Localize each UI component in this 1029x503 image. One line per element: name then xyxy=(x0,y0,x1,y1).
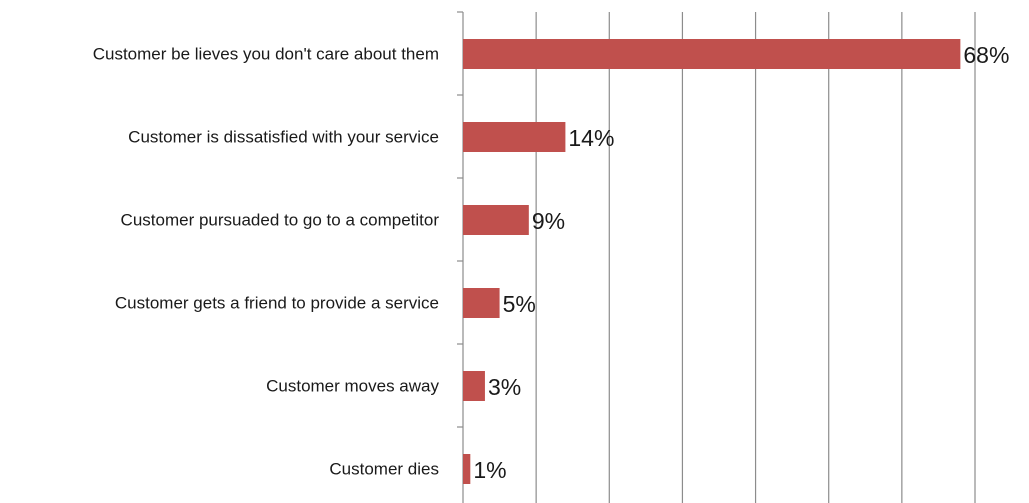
category-label: Customer gets a friend to provide a serv… xyxy=(115,294,439,313)
bar xyxy=(463,122,566,152)
category-label: Customer be lieves you don't care about … xyxy=(93,45,439,64)
bars xyxy=(463,39,961,484)
data-label: 5% xyxy=(503,291,536,317)
bar xyxy=(463,454,471,484)
category-label: Customer moves away xyxy=(266,377,439,396)
data-label: 3% xyxy=(488,374,521,400)
data-label: 14% xyxy=(568,125,614,151)
bar xyxy=(463,288,500,318)
bar xyxy=(463,39,961,69)
data-label: 68% xyxy=(963,42,1009,68)
data-label: 1% xyxy=(473,457,506,483)
category-label: Customer dies xyxy=(329,460,439,479)
category-labels: Customer be lieves you don't care about … xyxy=(93,45,440,479)
category-axis xyxy=(457,11,464,503)
data-label: 9% xyxy=(532,208,565,234)
category-label: Customer pursuaded to go to a competitor xyxy=(121,211,440,230)
bar xyxy=(463,205,529,235)
gridlines xyxy=(535,12,976,503)
bar xyxy=(463,371,485,401)
category-label: Customer is dissatisfied with your servi… xyxy=(128,128,439,147)
data-labels: 68% 14% 9% 5% 3% 1% xyxy=(473,42,1009,483)
